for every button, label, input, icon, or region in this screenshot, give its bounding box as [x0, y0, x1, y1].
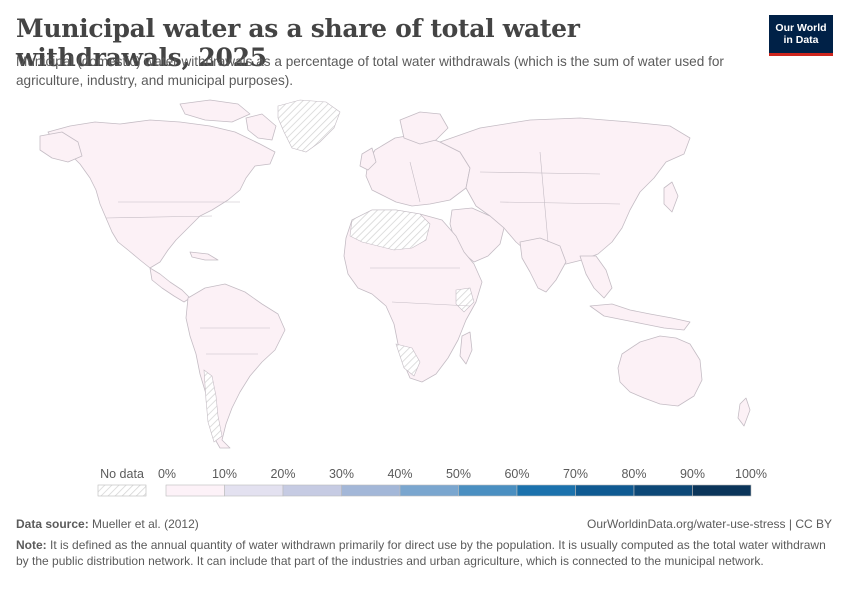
- region-cuba: [189, 251, 219, 261]
- chart-subtitle: Municipal (domestic) water withdrawals a…: [16, 54, 724, 88]
- region-japan: [663, 181, 679, 213]
- region-canada-islands: [179, 99, 251, 123]
- source-link[interactable]: Mueller et al. (2012): [92, 517, 199, 531]
- legend-tick-label: 50%: [446, 467, 471, 481]
- region-greenland: [277, 99, 341, 153]
- logo-text: Our World in Data: [775, 22, 827, 46]
- note-text: It is defined as the annual quantity of …: [16, 538, 826, 568]
- region-indonesia: [589, 303, 691, 331]
- owid-logo[interactable]: Our World in Data: [769, 15, 833, 56]
- chart-url[interactable]: OurWorldinData.org/water-use-stress | CC…: [587, 517, 832, 531]
- legend-swatch-2: [282, 484, 342, 497]
- legend-tick-label: 90%: [680, 467, 705, 481]
- world-map: [39, 99, 751, 449]
- region-india: [519, 237, 567, 293]
- region-alaska: [39, 131, 83, 163]
- source-prefix: Data source:: [16, 517, 89, 531]
- legend-swatch-5: [458, 484, 518, 497]
- legend-tick-label: 60%: [504, 467, 529, 481]
- region-asia: [439, 117, 691, 265]
- legend-end-label: 100%: [735, 467, 767, 481]
- map-legend: No data 0% 10% 20% 30% 40% 50% 60% 70% 80% 90% 10…: [97, 467, 767, 497]
- region-south-america: [185, 283, 286, 449]
- legend-tick-label: 30%: [329, 467, 354, 481]
- legend-swatch-8: [633, 484, 693, 497]
- chart-title: Municipal water as a share of total wate…: [16, 14, 580, 72]
- legend-swatch-1: [224, 484, 284, 497]
- region-chile-argentina-south: [203, 369, 223, 443]
- legend-tick-label: 10%: [212, 467, 237, 481]
- region-madagascar: [459, 331, 473, 365]
- note-prefix: Note:: [16, 538, 47, 552]
- region-africa: [343, 209, 483, 383]
- region-new-zealand: [737, 397, 751, 427]
- legend-swatch-4: [399, 484, 459, 497]
- legend-swatch-6: [516, 484, 576, 497]
- region-scandinavia: [399, 111, 449, 145]
- legend-swatch-3: [341, 484, 401, 497]
- region-north-america: [47, 119, 276, 269]
- legend-tick-label: 80%: [621, 467, 646, 481]
- region-baffin: [245, 113, 277, 141]
- legend-no-data-label: No data: [100, 467, 144, 481]
- region-sahara-north-africa: [349, 209, 431, 251]
- legend-swatch-9: [692, 484, 752, 497]
- chart-note: Note: It is defined as the annual quanti…: [16, 538, 831, 569]
- legend-swatch-0: [165, 484, 225, 497]
- legend-tick-label: 40%: [387, 467, 412, 481]
- region-central-america: [149, 267, 191, 303]
- region-australia: [617, 335, 703, 407]
- region-southern-africa: [395, 343, 421, 377]
- legend-tick-label: 0%: [158, 467, 176, 481]
- data-source: Data source: Mueller et al. (2012): [16, 517, 199, 531]
- region-se-asia: [579, 255, 613, 299]
- legend-no-data-swatch: [97, 484, 147, 497]
- region-uk: [359, 147, 377, 171]
- legend-tick-label: 70%: [563, 467, 588, 481]
- legend-swatch-7: [575, 484, 635, 497]
- legend-tick-label: 20%: [270, 467, 295, 481]
